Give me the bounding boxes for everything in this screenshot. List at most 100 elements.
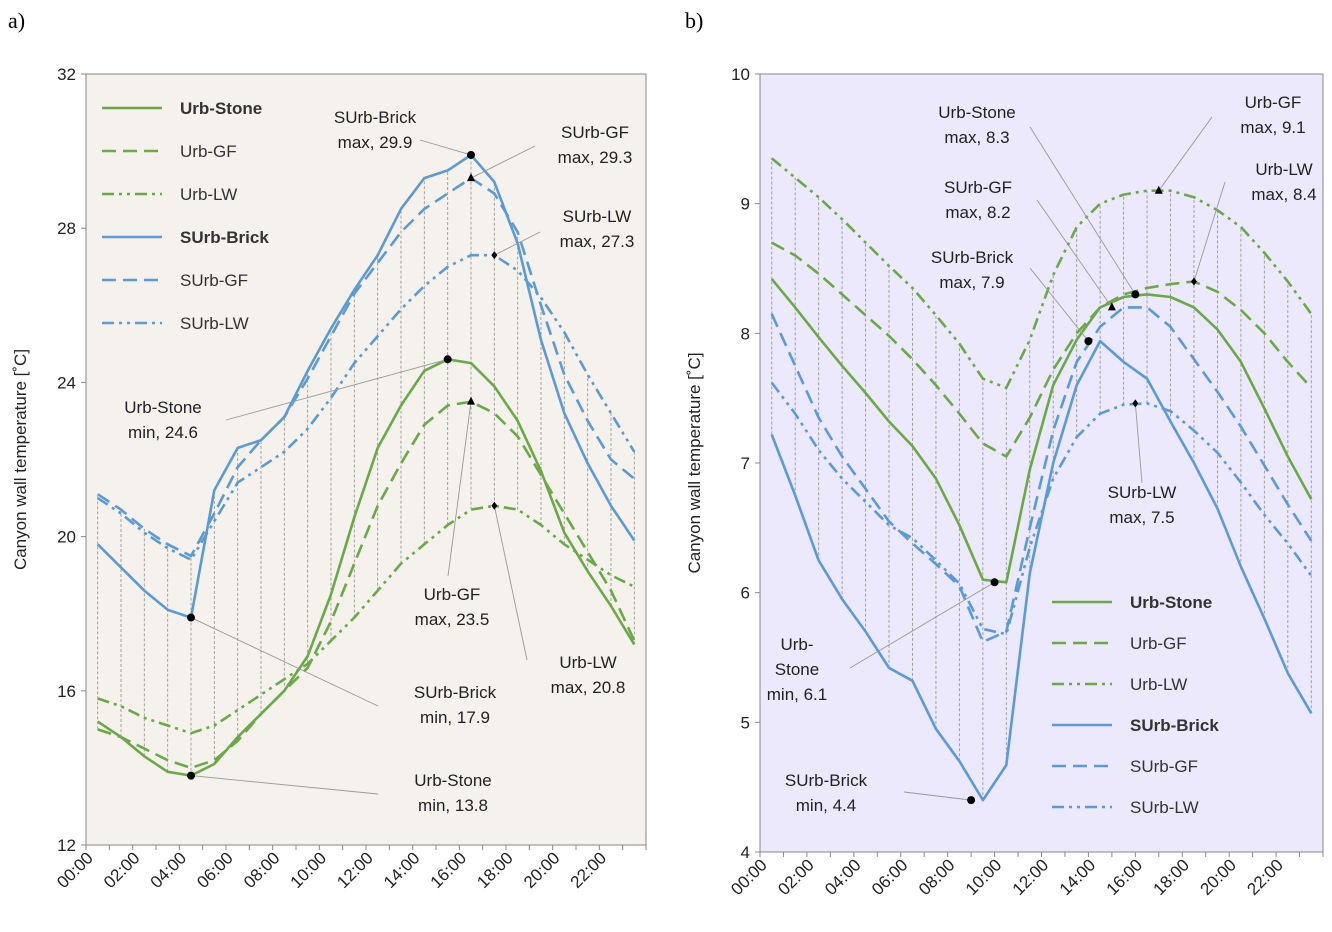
- annotation-label: SUrb-GF: [944, 178, 1012, 197]
- annotation-label: max, 20.8: [551, 678, 626, 697]
- annotation-label: Stone: [775, 660, 819, 679]
- legend-label: Urb-LW: [180, 185, 237, 204]
- series-line-surb-lw: [96, 253, 636, 562]
- x-tick-label: 04:00: [147, 848, 191, 892]
- annotation-marker: [467, 396, 475, 405]
- x-tick-label: 10:00: [962, 855, 1006, 899]
- annotation-label: Urb-LW: [559, 653, 616, 672]
- series-line-surb-gf: [96, 176, 636, 558]
- series-line-surb-gf: [770, 306, 1313, 644]
- x-tick-label: 16:00: [427, 848, 471, 892]
- legend-label: Urb-GF: [180, 142, 237, 161]
- annotation-label: SUrb-Brick: [931, 248, 1014, 267]
- annotation-label: max, 23.5: [415, 610, 490, 629]
- annotation-label: max, 8.3: [944, 128, 1009, 147]
- y-tick-label: 8: [741, 324, 750, 343]
- x-tick-label: 14:00: [380, 848, 424, 892]
- annotation-label: Urb-Stone: [414, 771, 491, 790]
- series-line-urb-stone: [770, 278, 1313, 584]
- series-line-surb-brick: [770, 339, 1313, 802]
- legend-label: SUrb-Brick: [180, 228, 269, 247]
- y-tick-label: 28: [57, 219, 76, 238]
- series-line-surb-brick: [96, 153, 636, 619]
- legend-label: Urb-GF: [1130, 634, 1187, 653]
- annotation-marker: [491, 251, 498, 260]
- x-tick-label: 06:00: [193, 848, 237, 892]
- leader-line: [494, 231, 541, 256]
- y-tick-label: 7: [741, 454, 750, 473]
- plot-area: [85, 73, 647, 846]
- annotation-label: Urb-LW: [1255, 160, 1312, 179]
- y-tick-label: 4: [741, 843, 750, 862]
- legend-label: SUrb-GF: [1130, 757, 1198, 776]
- legend-label: SUrb-LW: [180, 314, 249, 333]
- annotation-label: max, 7.5: [1109, 508, 1174, 527]
- annotation-label: Urb-GF: [424, 585, 481, 604]
- x-tick-label: 22:00: [1243, 855, 1287, 899]
- x-tick-label: 08:00: [240, 848, 284, 892]
- annotation-label: Urb-: [780, 635, 813, 654]
- x-tick-label: 10:00: [287, 848, 331, 892]
- annotation-marker: [1154, 185, 1163, 194]
- leader-line: [190, 775, 379, 795]
- x-tick-label: 14:00: [1056, 855, 1100, 899]
- y-tick-label: 24: [57, 373, 76, 392]
- annotation-marker: [1190, 277, 1197, 286]
- legend-label: Urb-LW: [1130, 675, 1187, 694]
- leader-line: [1158, 116, 1213, 191]
- leader-line: [190, 617, 379, 707]
- y-tick-label: 10: [731, 65, 750, 84]
- x-tick-label: 02:00: [100, 848, 144, 892]
- series-line-urb-gf: [771, 241, 1313, 458]
- series-line-urb-lw: [770, 157, 1313, 390]
- y-tick-label: 16: [57, 682, 76, 701]
- annotation-label: max, 8.4: [1251, 185, 1316, 204]
- annotation-label: max, 29.9: [338, 133, 413, 152]
- x-tick-label: 18:00: [1150, 855, 1194, 899]
- annotation-label: max, 27.3: [560, 232, 635, 251]
- annotation-label: min, 17.9: [420, 708, 490, 727]
- panel-label: b): [685, 8, 703, 33]
- annotation-marker: [967, 796, 976, 805]
- annotation-label: Urb-Stone: [124, 398, 201, 417]
- annotation-label: SUrb-Brick: [414, 683, 497, 702]
- x-tick-label: 16:00: [1103, 855, 1147, 899]
- x-tick-label: 20:00: [1196, 855, 1240, 899]
- y-tick-label: 32: [57, 65, 76, 84]
- annotation-marker: [1084, 337, 1093, 346]
- y-tick-label: 12: [57, 836, 76, 855]
- annotation-label: min, 4.4: [796, 796, 856, 815]
- leader-line: [1193, 181, 1226, 282]
- x-tick-label: 20:00: [520, 848, 564, 892]
- x-tick-label: 18:00: [473, 848, 517, 892]
- annotation-label: SUrb-GF: [561, 123, 629, 142]
- leader-line: [419, 139, 472, 156]
- panel-label: a): [8, 8, 25, 33]
- y-tick-label: 20: [57, 528, 76, 547]
- x-tick-label: 12:00: [333, 848, 377, 892]
- x-tick-label: 02:00: [774, 855, 818, 899]
- plot-area: [759, 73, 1324, 853]
- leader-line: [849, 581, 995, 669]
- annotation-label: SUrb-Brick: [334, 108, 417, 127]
- leader-line: [447, 401, 472, 577]
- annotation-marker: [187, 771, 195, 780]
- annotation-marker: [990, 578, 999, 587]
- leader-line: [225, 358, 448, 421]
- x-tick-label: 08:00: [915, 855, 959, 899]
- annotation-label: max, 8.2: [945, 203, 1010, 222]
- leader-line: [1029, 126, 1136, 295]
- legend-label: SUrb-GF: [180, 271, 248, 290]
- legend-label: SUrb-LW: [1130, 798, 1199, 817]
- y-tick-label: 6: [741, 584, 750, 603]
- annotation-label: min, 13.8: [418, 796, 488, 815]
- leader-line: [903, 791, 972, 801]
- x-tick-label: 04:00: [821, 855, 865, 899]
- series-line-urb-gf: [97, 400, 636, 770]
- annotation-label: max, 9.1: [1240, 118, 1305, 137]
- annotation-label: max, 29.3: [558, 148, 633, 167]
- annotation-label: max, 7.9: [939, 273, 1004, 292]
